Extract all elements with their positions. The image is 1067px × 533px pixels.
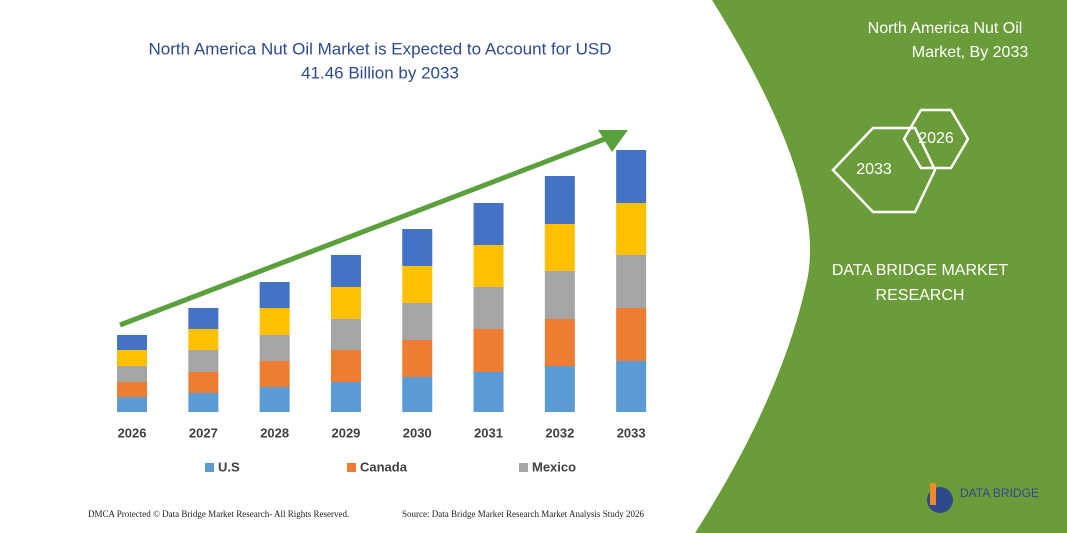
bar-segment [402,377,433,412]
bar-segment [188,308,219,329]
legend-label: Canada [360,459,408,474]
bar-segment [402,266,433,303]
bar-segment [616,203,647,255]
bar-segment [330,350,361,382]
x-tick-label: 2032 [545,425,574,440]
bar-segment [259,361,290,387]
bar-segment [544,224,575,271]
trend-arrowhead [598,130,628,152]
legend-swatch [519,463,528,472]
legend-label: U.S [218,459,240,474]
bar-segment [188,329,219,350]
bar-segment [259,308,290,335]
bar-segment [544,366,575,412]
bar-segment [117,350,148,366]
x-tick-label: 2028 [260,425,289,440]
bar-segment [473,372,504,412]
bar-segment [259,335,290,361]
hexagon-label: 2033 [856,161,892,178]
bar-segment [117,382,148,397]
bar-segment [259,387,290,412]
x-tick-label: 2030 [403,425,432,440]
bar-segment [544,176,575,224]
bar-segment [259,282,290,308]
x-tick-label: 2026 [118,425,147,440]
legend-swatch [205,463,214,472]
bar-segment [616,150,647,203]
panel-heading: North America Nut Oil [868,20,1023,37]
bar-segment [188,350,219,372]
bar-segment [402,303,433,340]
chart-title: 41.46 Billion by 2033 [301,63,459,82]
bar-segment [616,308,647,361]
bar-segment [330,255,361,287]
bar-segment [330,287,361,319]
bar-segment [330,382,361,412]
bar-segment [402,229,433,266]
trend-arrow [119,134,611,328]
hexagon [902,108,970,170]
panel-heading: Market, By 2033 [912,44,1029,61]
logo-icon [930,483,936,505]
brand-text: RESEARCH [876,287,965,304]
brand-text: DATA BRIDGE MARKET [832,262,1009,279]
bar-segment [402,340,433,377]
hexagon [831,126,937,214]
bar-segment [117,335,148,350]
side-panel [695,0,1067,533]
x-tick-label: 2033 [617,425,646,440]
bar-segment [117,366,148,382]
bar-segment [473,287,504,329]
bar-segment [473,329,504,372]
bar-segment [544,271,575,319]
chart-title: North America Nut Oil Market is Expected… [149,39,612,58]
bar-segment [473,203,504,245]
bar-segment [616,361,647,412]
bar-segment [188,393,219,412]
footer-right: Source: Data Bridge Market Research Mark… [402,509,644,519]
legend-swatch [347,463,356,472]
x-tick-label: 2027 [189,425,218,440]
hexagon-label: 2026 [918,130,954,147]
bar-segment [330,319,361,350]
bar-segment [616,255,647,308]
bar-segment [188,372,219,393]
legend-label: Mexico [532,459,576,474]
bar-segment [473,245,504,287]
footer-left: DMCA Protected © Data Bridge Market Rese… [88,509,349,519]
bar-segment [117,397,148,412]
logo-text: DATA BRIDGE [960,486,1039,500]
x-tick-label: 2029 [331,425,360,440]
x-tick-label: 2031 [474,425,503,440]
bar-segment [544,319,575,366]
